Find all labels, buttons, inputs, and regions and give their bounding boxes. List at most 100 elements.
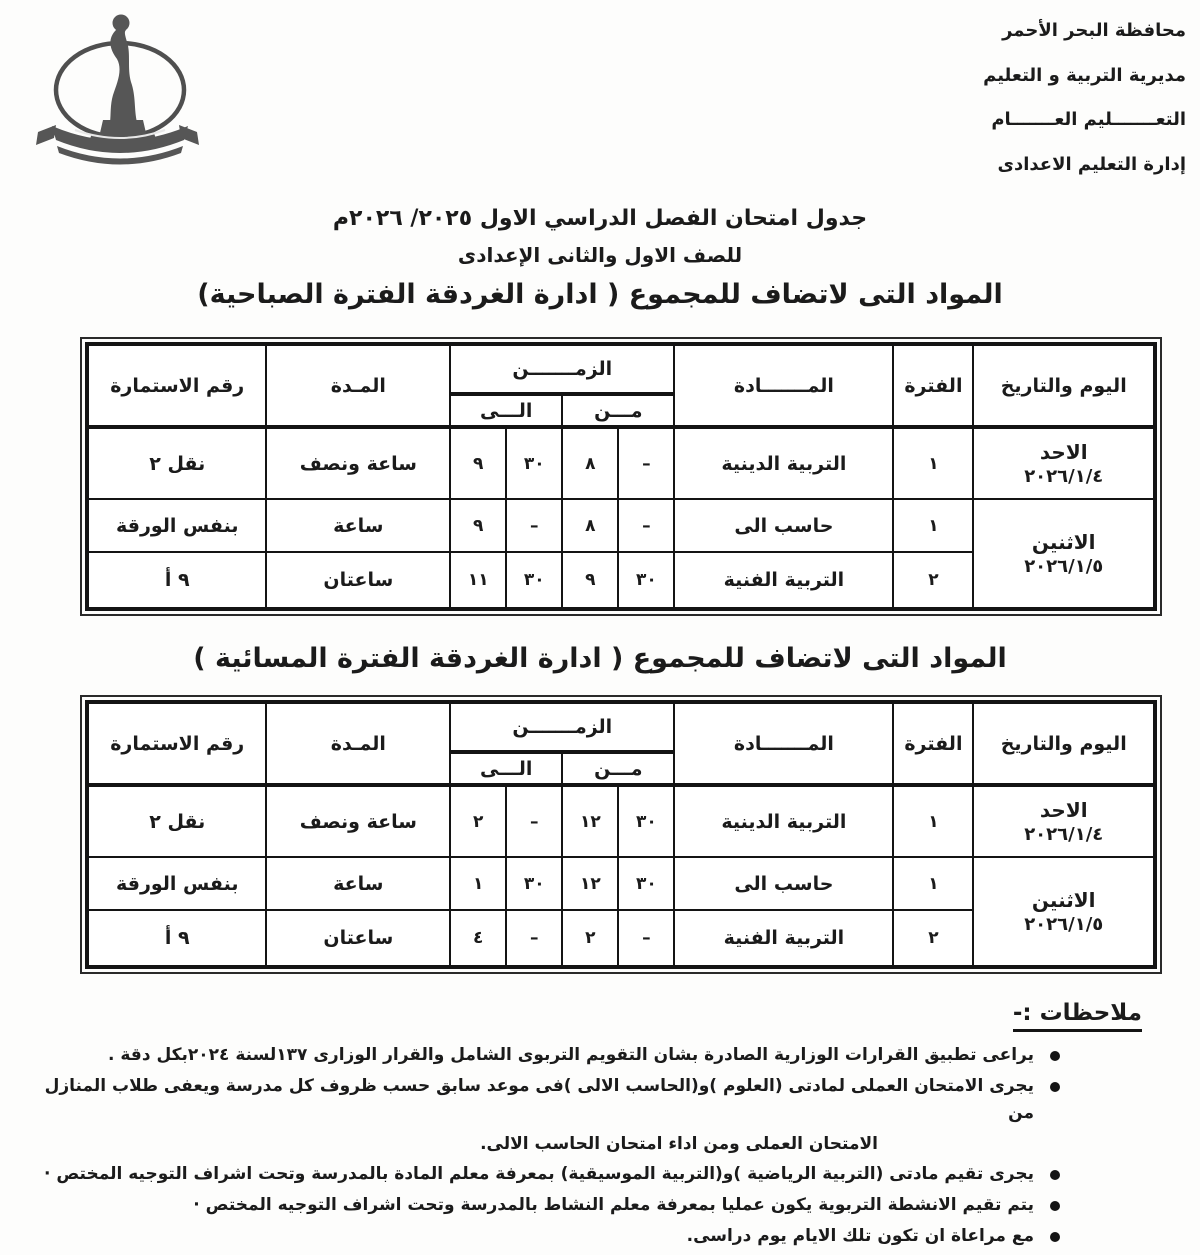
to-hour-cell: ٢: [449, 784, 508, 858]
day-date: ٢٠٢٦/١/٥: [1024, 913, 1104, 935]
col-header-period: الفترة: [892, 343, 975, 429]
evening-section-title: المواد التى لاتضاف للمجموع ( ادارة الغرد…: [193, 643, 1007, 674]
duration-cell: ساعة ونصف: [265, 784, 452, 858]
col-header-from: مـــن: [561, 751, 676, 787]
to-hour-cell: ١١: [449, 551, 508, 610]
table-row: ٢ التربية الفنية – ٢ – ٤ ساعتان ٩ أ: [85, 909, 1155, 968]
col-header-duration: المـدة: [265, 701, 452, 787]
duration-cell: ساعة: [265, 856, 452, 911]
list-item: يراعى تطبيق القرارات الوزارية الصادرة بش…: [35, 1042, 1060, 1069]
subject-cell: التربية الفنية: [673, 909, 895, 968]
from-hour-cell: ٨: [561, 426, 620, 500]
evening-exam-table: اليوم والتاريخ الفترة المـــــــادة الزم…: [80, 695, 1162, 974]
from-hour-cell: ٩: [561, 551, 620, 610]
note-text: يتم تقيم الانشطة التربوية يكون عمليا بمع…: [193, 1195, 1034, 1216]
col-header-to: الـــى: [449, 393, 564, 429]
org-header: محافظة البحر الأحمر مديرية التربية و الت…: [983, 20, 1186, 198]
to-minutes-cell: ٣٠: [505, 856, 564, 911]
bullet-icon: [1050, 1170, 1060, 1181]
list-item: يتم تقيم الانشطة التربوية يكون عمليا بمع…: [35, 1192, 1060, 1219]
duration-cell: ساعتان: [265, 551, 452, 610]
table-row: ٢ التربية الفنية ٣٠ ٩ ٣٠ ١١ ساعتان ٩ أ: [85, 551, 1155, 610]
to-minutes-cell: ٣٠: [505, 426, 564, 500]
day-date-cell: الاثنين ٢٠٢٦/١/٥: [972, 856, 1156, 968]
to-hour-cell: ١: [449, 856, 508, 911]
bullet-icon: [1050, 1051, 1060, 1061]
from-hour-cell: ٢: [561, 909, 620, 968]
period-cell: ١: [892, 426, 975, 500]
grades-subtitle: للصف الاول والثانى الإعدادى: [457, 243, 743, 267]
form-no-cell: ٩ أ: [85, 909, 268, 968]
org-line-general-education: التعـــــــليم العـــــــام: [991, 109, 1186, 131]
from-minutes-cell: ٣٠: [617, 784, 676, 858]
to-hour-cell: ٩: [449, 498, 508, 553]
form-no-cell: نقل ٢: [85, 784, 268, 858]
col-header-to: الـــى: [449, 751, 564, 787]
duration-cell: ساعة ونصف: [265, 426, 452, 500]
from-minutes-cell: –: [617, 498, 676, 553]
day-date-cell: الاحد ٢٠٢٦/١/٤: [972, 784, 1156, 858]
form-no-cell: بنفس الورقة: [85, 498, 268, 553]
col-header-from: مـــن: [561, 393, 676, 429]
from-hour-cell: ١٢: [561, 784, 620, 858]
day-date: ٢٠٢٦/١/٤: [1024, 823, 1104, 845]
col-header-form-no: رقم الاستمارة: [85, 343, 268, 429]
subject-cell: التربية الفنية: [673, 551, 895, 610]
period-cell: ٢: [892, 909, 975, 968]
form-no-cell: بنفس الورقة: [85, 856, 268, 911]
col-header-duration: المـدة: [265, 343, 452, 429]
day-date: ٢٠٢٦/١/٤: [1024, 465, 1104, 487]
list-item: مع مراعاة ان تكون تلك الايام يوم دراسى.: [35, 1223, 1060, 1250]
morning-exam-table: اليوم والتاريخ الفترة المـــــــادة الزم…: [80, 337, 1162, 616]
table-row: الاثنين ٢٠٢٦/١/٥ ١ حاسب الى – ٨ – ٩ ساعة…: [85, 498, 1156, 610]
notes-title: ملاحظات :-: [1012, 1000, 1142, 1032]
to-hour-cell: ٩: [449, 426, 508, 500]
col-header-day-date: اليوم والتاريخ: [972, 701, 1156, 787]
org-line-directorate: مديرية التربية و التعليم: [983, 64, 1186, 86]
note-text: يراعى تطبيق القرارات الوزارية الصادرة بش…: [108, 1045, 1034, 1065]
subject-cell: التربية الدينية: [673, 426, 895, 500]
day-name: الاثنين: [1031, 529, 1096, 554]
from-minutes-cell: ٣٠: [617, 856, 676, 911]
from-hour-cell: ٨: [561, 498, 620, 553]
list-item: يجرى تقيم مادتى (التربية الرياضية )و(الت…: [35, 1161, 1060, 1188]
note-text: مع مراعاة ان تكون تلك الايام يوم دراسى.: [686, 1226, 1034, 1247]
from-minutes-cell: –: [617, 426, 676, 500]
to-minutes-cell: –: [505, 784, 564, 858]
bullet-icon: [1050, 1082, 1060, 1093]
day-name: الاحد: [1039, 439, 1088, 464]
col-header-subject: المـــــــادة: [673, 701, 895, 787]
col-header-subject: المـــــــادة: [673, 343, 895, 429]
period-cell: ١: [892, 856, 975, 911]
duration-cell: ساعة: [265, 498, 452, 553]
to-minutes-cell: –: [505, 909, 564, 968]
schedule-title: جدول امتحان الفصل الدراسي الاول ٢٠٢٥/ ٢٠…: [332, 206, 868, 231]
form-no-cell: ٩ أ: [85, 551, 268, 610]
period-cell: ١: [892, 498, 975, 553]
governorate-logo: [30, 6, 205, 166]
col-header-day-date: اليوم والتاريخ: [972, 343, 1156, 429]
table-row: الاحد ٢٠٢٦/١/٤ ١ التربية الدينية ٣٠ ١٢ –…: [85, 784, 1156, 858]
day-name: الاثنين: [1031, 887, 1096, 912]
day-date-cell: الاحد ٢٠٢٦/١/٤: [972, 426, 1156, 500]
note-continuation: الامتحان العملى ومن اداء امتحان الحاسب ا…: [480, 1133, 878, 1154]
duration-cell: ساعتان: [265, 909, 452, 968]
col-header-time: الزمـــــــن: [449, 701, 676, 754]
to-minutes-cell: ٣٠: [505, 551, 564, 610]
col-header-form-no: رقم الاستمارة: [85, 701, 268, 787]
table-row: الاثنين ٢٠٢٦/١/٥ ١ حاسب الى ٣٠ ١٢ ٣٠ ١ س…: [85, 856, 1156, 968]
note-text: يجرى الامتحان العملى لمادتى (العلوم )و(ا…: [44, 1076, 1034, 1124]
bullet-icon: [1050, 1201, 1060, 1212]
to-minutes-cell: –: [505, 498, 564, 553]
note-text: يجرى تقيم مادتى (التربية الرياضية )و(الت…: [43, 1164, 1034, 1185]
morning-section-title: المواد التى لاتضاف للمجموع ( ادارة الغرد…: [197, 279, 1003, 310]
col-header-period: الفترة: [892, 701, 975, 787]
subject-cell: حاسب الى: [673, 498, 895, 553]
org-line-prep-education: إدارة التعليم الاعدادى: [997, 153, 1186, 175]
list-item: يجرى الامتحان العملى لمادتى (العلوم )و(ا…: [35, 1073, 1060, 1127]
notes-list: يراعى تطبيق القرارات الوزارية الصادرة بش…: [35, 1042, 1060, 1255]
col-header-time: الزمـــــــن: [449, 343, 676, 396]
to-hour-cell: ٤: [449, 909, 508, 968]
day-date: ٢٠٢٦/١/٥: [1024, 555, 1104, 577]
